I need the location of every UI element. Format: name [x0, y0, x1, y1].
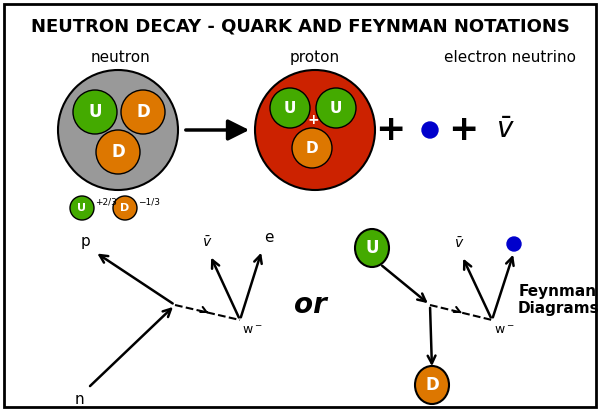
- Text: D: D: [305, 141, 319, 155]
- Text: Feynman
Diagrams: Feynman Diagrams: [517, 284, 599, 316]
- Text: w$^-$: w$^-$: [242, 324, 262, 337]
- Circle shape: [422, 122, 438, 138]
- Text: w$^-$: w$^-$: [494, 324, 514, 337]
- Text: +2/3: +2/3: [95, 198, 117, 206]
- Ellipse shape: [415, 366, 449, 404]
- Text: U: U: [77, 203, 86, 213]
- Circle shape: [507, 237, 521, 251]
- Circle shape: [270, 88, 310, 128]
- Circle shape: [113, 196, 137, 220]
- Text: n: n: [74, 392, 84, 407]
- Text: neutron: neutron: [90, 50, 150, 65]
- Text: D: D: [121, 203, 130, 213]
- Text: or: or: [293, 291, 326, 319]
- Text: −1/3: −1/3: [138, 198, 160, 206]
- Text: +: +: [375, 113, 405, 147]
- Circle shape: [292, 128, 332, 168]
- Circle shape: [58, 70, 178, 190]
- Ellipse shape: [355, 229, 389, 267]
- Text: e: e: [264, 230, 274, 245]
- Text: NEUTRON DECAY - QUARK AND FEYNMAN NOTATIONS: NEUTRON DECAY - QUARK AND FEYNMAN NOTATI…: [31, 18, 569, 36]
- Text: p: p: [80, 234, 90, 249]
- Text: U: U: [284, 101, 296, 115]
- Text: U: U: [365, 239, 379, 257]
- Text: D: D: [136, 103, 150, 121]
- Circle shape: [70, 196, 94, 220]
- Text: +: +: [307, 113, 319, 127]
- Circle shape: [96, 130, 140, 174]
- Text: D: D: [425, 376, 439, 394]
- Circle shape: [316, 88, 356, 128]
- Text: U: U: [88, 103, 102, 121]
- Text: $\bar{v}$: $\bar{v}$: [454, 236, 464, 251]
- Circle shape: [121, 90, 165, 134]
- Text: $\bar{v}$: $\bar{v}$: [496, 116, 514, 144]
- Text: D: D: [111, 143, 125, 161]
- Text: U: U: [330, 101, 342, 115]
- Text: +: +: [448, 113, 478, 147]
- Text: electron neutrino: electron neutrino: [444, 50, 576, 65]
- Circle shape: [73, 90, 117, 134]
- Circle shape: [255, 70, 375, 190]
- Text: $\bar{v}$: $\bar{v}$: [202, 235, 212, 250]
- Text: proton: proton: [290, 50, 340, 65]
